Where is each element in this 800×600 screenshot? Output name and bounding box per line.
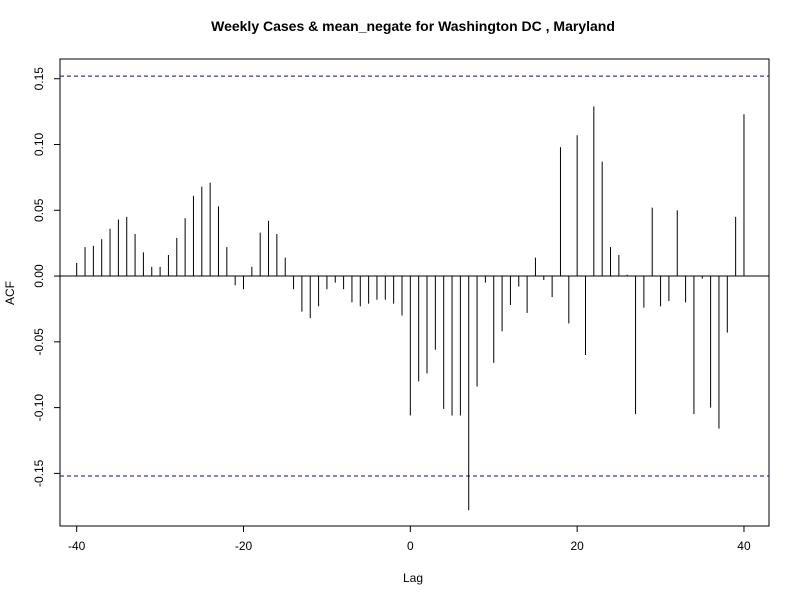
- x-tick-label: -40: [68, 539, 86, 553]
- y-tick-label: 0.05: [32, 198, 46, 222]
- x-tick-label: 0: [407, 539, 414, 553]
- x-tick-label: -20: [235, 539, 253, 553]
- y-tick-label: -0.05: [32, 328, 46, 356]
- x-tick-label: 20: [570, 539, 584, 553]
- y-tick-label: 0.10: [32, 133, 46, 157]
- chart-title: Weekly Cases & mean_negate for Washingto…: [211, 18, 615, 34]
- y-axis-label: ACF: [3, 281, 17, 305]
- x-axis-label: Lag: [403, 571, 423, 585]
- y-tick-label: -0.15: [32, 459, 46, 487]
- y-tick-label: 0.15: [32, 67, 46, 91]
- plot-frame: [59, 58, 770, 527]
- x-tick-label: 40: [737, 539, 751, 553]
- y-tick-label: -0.10: [32, 394, 46, 422]
- plot-area: -40 -20 0 20 40 -0.15 -0.10 -0.05 0.00 0.05 0.10 0.…: [32, 58, 770, 553]
- y-tick-label: 0.00: [32, 264, 46, 288]
